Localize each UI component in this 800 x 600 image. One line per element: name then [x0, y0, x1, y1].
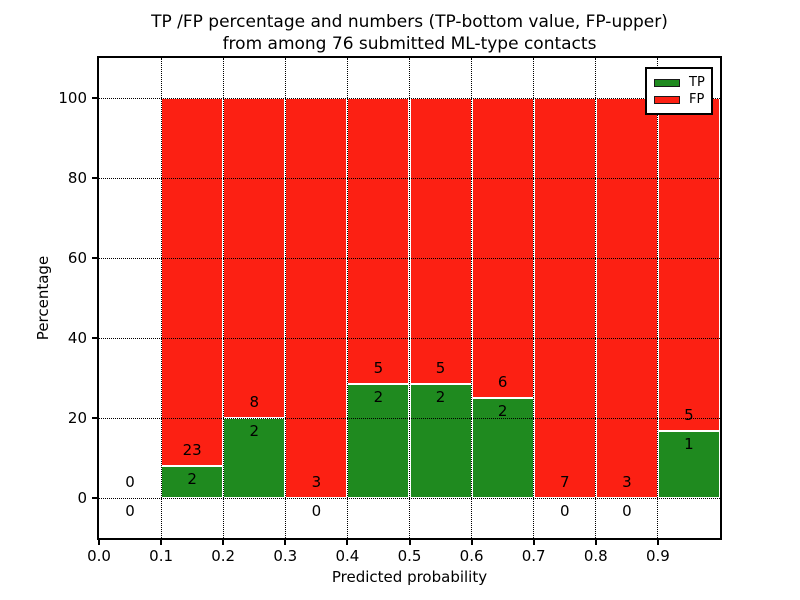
x-tick-label: 0.4 [335, 547, 360, 565]
y-axis-label: Percentage [34, 255, 53, 341]
tp-count-label: 0 [622, 502, 632, 520]
fp-bar-segment [161, 98, 224, 466]
fp-bar-segment [595, 98, 658, 498]
y-tick-label: 40 [67, 329, 87, 347]
fp-bar-segment [657, 98, 720, 432]
x-axis-tick [470, 538, 473, 545]
x-tick-label: 0.6 [459, 547, 484, 565]
fp-count-label: 3 [622, 473, 632, 491]
fp-count-label: 6 [497, 373, 508, 391]
fp-count-label: 5 [435, 358, 446, 377]
v-gridline [657, 58, 659, 538]
fp-count-label: 7 [559, 473, 570, 491]
x-axis-tick [408, 538, 411, 545]
x-axis-tick [222, 538, 225, 545]
fp-bar-segment [285, 98, 348, 498]
annotation-layer: 0 0 23 2 8 2 3 0 5 2 5 2 6 2 7 0 3 0 5 1 [99, 58, 720, 538]
y-tick-label: 0 [77, 489, 87, 507]
y-axis-tick [92, 97, 99, 99]
x-axis-tick [160, 538, 163, 545]
chart-title: TP /FP percentage and numbers (TP-bottom… [97, 11, 722, 55]
tp-count-label: 0 [125, 502, 135, 520]
fp-bar-segment [471, 98, 534, 398]
y-axis-tick [92, 497, 99, 499]
tp-count-label: 2 [435, 387, 446, 406]
fp-count-label: 8 [249, 393, 259, 411]
fp-count-label: 23 [182, 441, 202, 459]
x-tick-label: 0.3 [273, 547, 298, 565]
y-axis-tick [92, 417, 99, 419]
legend-item-fp: FP [654, 91, 711, 108]
grid-layer [99, 58, 720, 538]
x-axis-tick [656, 538, 659, 545]
x-axis-tick [346, 538, 349, 545]
chart-title-line2: from among 76 submitted ML-type contacts [222, 34, 597, 54]
tp-count-label: 2 [373, 387, 384, 406]
y-axis-tick [92, 257, 99, 259]
tp-bar-segment [161, 466, 224, 498]
x-axis-tick [98, 538, 100, 545]
v-gridline [471, 58, 473, 538]
v-gridline [160, 58, 162, 538]
legend-label-fp: FP [689, 92, 705, 107]
x-tick-label: 0.7 [521, 547, 546, 565]
y-tick-label: 20 [67, 409, 87, 427]
fp-count-label: 5 [373, 358, 384, 377]
y-axis-label-box: Percentage [31, 58, 55, 538]
x-tick-label: 0.0 [87, 547, 111, 565]
tp-count-label: 2 [497, 402, 508, 420]
x-tick-label: 0.9 [645, 547, 670, 565]
v-gridline [409, 58, 410, 538]
v-gridline [346, 58, 348, 538]
x-tick-label: 0.5 [397, 547, 422, 565]
y-axis-tick [92, 177, 99, 179]
legend-item-tp: TP [654, 74, 711, 91]
legend-swatch-fp-icon [654, 95, 680, 104]
v-gridline [284, 58, 286, 538]
tp-bar-segment [347, 383, 410, 498]
fp-count-label: 3 [311, 473, 322, 491]
y-axis-tick [92, 337, 99, 339]
tp-bar-segment [657, 431, 720, 498]
tp-count-label: 2 [187, 470, 197, 488]
x-axis-tick [532, 538, 535, 545]
v-gridline [595, 58, 597, 538]
legend-label-tp: TP [689, 75, 705, 90]
chart-title-line1: TP /FP percentage and numbers (TP-bottom… [151, 12, 668, 32]
v-gridline [533, 58, 535, 538]
tp-count-label: 0 [311, 502, 322, 520]
y-tick-label: 80 [67, 169, 87, 187]
y-tick-label: 60 [67, 249, 87, 267]
plot-area: 0 0 23 2 8 2 3 0 5 2 5 2 6 2 7 0 3 0 5 1 TP FP Predicted pr… [34, 56, 722, 586]
x-axis-tick [594, 538, 597, 545]
x-axis-tick [284, 538, 287, 545]
tp-count-label: 0 [559, 502, 570, 520]
x-tick-label: 0.8 [583, 547, 608, 565]
tp-count-label: 2 [249, 422, 259, 440]
v-gridline [222, 58, 224, 538]
x-tick-label: 0.2 [211, 547, 236, 565]
fp-bar-segment [347, 98, 410, 384]
fp-count-label: 0 [125, 473, 135, 491]
x-axis-label: Predicted probability [331, 568, 488, 586]
x-tick-label: 0.1 [149, 547, 174, 565]
tp-count-label: 1 [684, 435, 694, 454]
tp-bar-segment [471, 398, 534, 498]
y-tick-label: 100 [58, 89, 87, 107]
fp-count-label: 5 [684, 406, 694, 425]
legend: TP FP [645, 67, 713, 115]
fp-bar-segment [533, 98, 596, 498]
tp-bar-segment [409, 383, 472, 498]
legend-swatch-tp-icon [654, 78, 680, 87]
